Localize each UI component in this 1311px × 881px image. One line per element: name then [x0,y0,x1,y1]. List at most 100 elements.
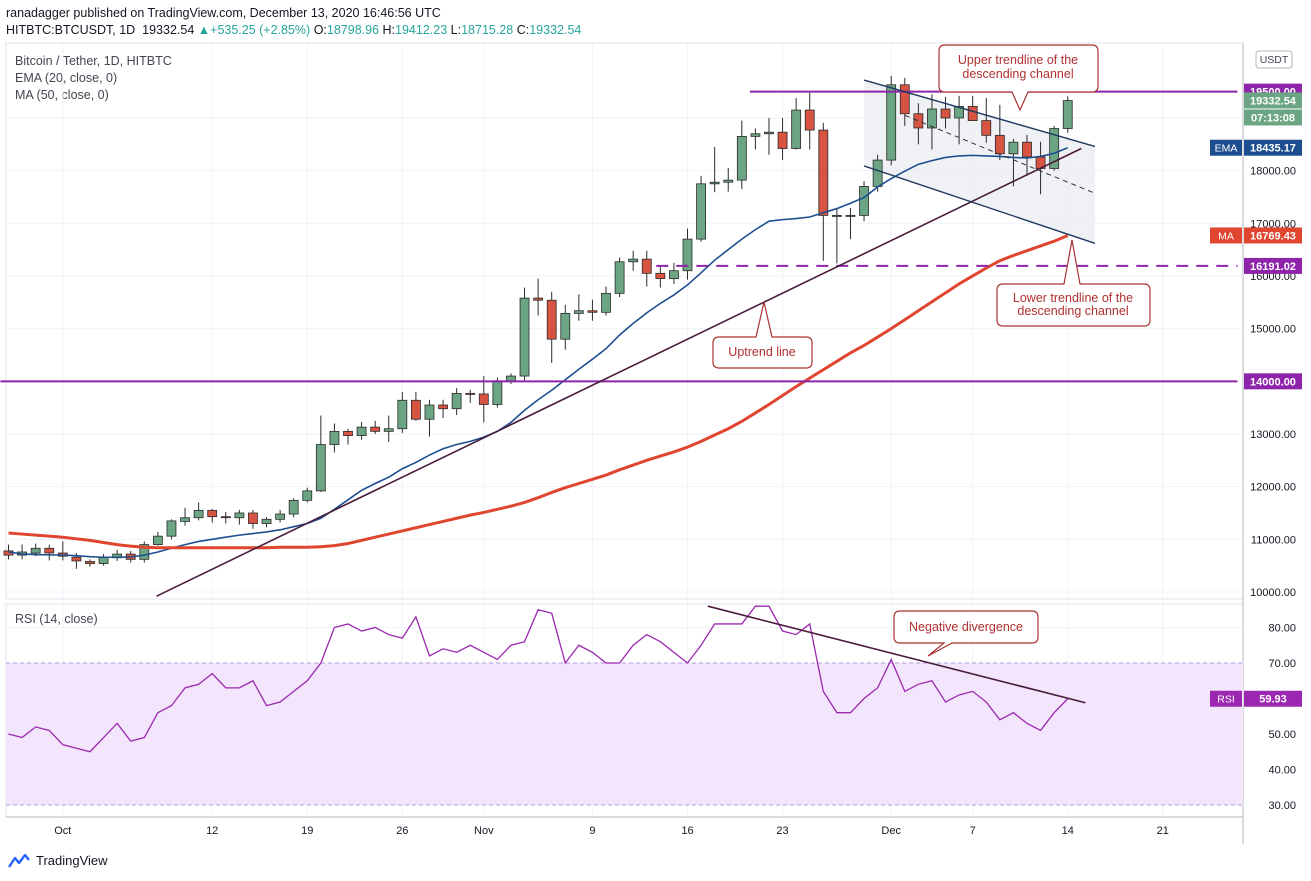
candle-body [764,131,774,135]
candle-body [967,105,978,122]
callout-lower-trendline[interactable]: Lower trendline of the descending channe… [996,239,1151,327]
tag-support-text: 14000.00 [1250,376,1296,388]
time-tick-label: 7 [970,825,976,837]
candles[interactable] [3,75,1073,569]
time-tick-label: Dec [881,825,901,837]
currency-button[interactable]: USDT [1255,50,1293,69]
time-tick-label: Oct [54,825,71,837]
price-change: +535.25 (+2.85%) [210,23,311,37]
tag-dashed-level: 16191.02 [1244,257,1302,274]
tag-support: 14000.00 [1244,373,1302,390]
price-tick-label: 13000.00 [1250,429,1296,441]
candle-body [831,215,842,217]
tag-ema-bg [1244,139,1302,156]
time-tick-label: 19 [301,825,313,837]
channel-upper-line[interactable] [863,79,1096,148]
candle-body [180,517,190,522]
price-tick-label: 18000.00 [1250,166,1296,178]
candle-body [288,499,299,515]
tag-countdown-text: 07:13:08 [1251,112,1295,124]
tag-rsi: RSI 59.93 [1210,690,1302,707]
candle-body [248,512,258,524]
tag-last-price-bg [1244,92,1302,109]
callout-uptrend-line[interactable]: Uptrend line [712,301,813,369]
candle-body [207,509,218,518]
tag-ema: EMA 18435.17 [1210,139,1302,156]
tag-rsi-prefix: RSI [1217,694,1235,706]
rsi-line[interactable] [8,605,1069,753]
candle-body [777,131,788,149]
candle-body [44,547,55,554]
candle-body [506,375,516,382]
price-tick-label: 15000.00 [1250,324,1296,336]
legend-ma[interactable]: MA (50, close, 0) [15,88,109,102]
candle-body [261,518,272,524]
tag-rsi-bg [1244,690,1302,707]
candle-body [220,516,231,519]
candle-body [315,444,326,492]
time-tick-label: 14 [1062,825,1074,837]
callout-lower-line2: descending channel [1017,304,1128,318]
legend-ema[interactable]: EMA (20, close, 0) [15,71,118,85]
last-price: 19332.54 [142,23,195,37]
callout-upper-line1: Upper trendline of the [958,53,1078,67]
tag-rsi-text: 59.93 [1259,694,1287,706]
tag-last-price-text: 19332.54 [1250,95,1297,107]
tag-countdown-bg [1244,109,1302,126]
candle-body [818,129,829,216]
candle-body [370,426,381,432]
candle-body [655,272,666,280]
tag-ema-prefix: EMA [1215,143,1238,155]
candle-body [139,544,150,560]
callout-lower-line1: Lower trendline of the [1013,291,1133,305]
candle-body [383,428,394,432]
tag-ma-bg [1244,227,1302,244]
tag-countdown: 07:13:08 [1244,109,1302,126]
candle-body [234,512,245,519]
candle-body [601,292,611,313]
candle-body [669,270,679,280]
candle-body [614,261,625,294]
candle-body [872,159,883,187]
rsi-legend[interactable]: RSI (14, close) [15,612,98,626]
candle-body [71,556,82,562]
candle-body [275,513,286,520]
candle-body [438,404,448,410]
rsi-tick-label: 80.00 [1268,623,1296,635]
candle-body [302,490,313,501]
channel-lower-line[interactable] [863,165,1096,244]
candle-body [682,238,693,272]
callout-upper-line2: descending channel [962,67,1073,81]
channel-mid-line[interactable] [904,114,1096,194]
ma-line[interactable] [8,234,1069,550]
candle-body [723,179,734,183]
ema-line[interactable] [8,146,1069,559]
price-tick-label: 16000.00 [1250,271,1296,283]
candle-body [587,310,598,313]
time-tick-label: 23 [776,825,788,837]
close-value: 19332.54 [529,23,582,37]
chart-legend[interactable]: Bitcoin / Tether, 1D, HITBTC EMA (20, cl… [15,53,172,104]
divergence-line[interactable] [707,605,1086,704]
candle-body [492,380,503,405]
uptrend-line[interactable] [156,147,1082,597]
candle-body [424,404,435,420]
callout-uptrend-text: Uptrend line [728,345,795,359]
callout-upper-trendline[interactable]: Upper trendline of the descending channe… [938,44,1099,112]
rsi-tick-label: 50.00 [1268,729,1296,741]
tag-rsi-prefix-bg [1210,690,1242,707]
tradingview-logo[interactable]: TradingView [8,853,108,868]
candle-body [343,430,353,436]
tag-last-price: 19332.54 [1244,92,1302,109]
time-tick-label: 26 [396,825,408,837]
time-tick-label: 12 [206,825,218,837]
candle-body [560,312,571,340]
candle-body [193,509,204,519]
callout-negative-divergence[interactable]: Negative divergence [893,610,1039,657]
callout-divergence-text: Negative divergence [909,620,1023,634]
candle-body [1062,100,1073,129]
tag-ma-text: 16769.43 [1250,230,1296,242]
candle-body [981,120,992,136]
svg-text:USDT: USDT [1260,54,1289,66]
